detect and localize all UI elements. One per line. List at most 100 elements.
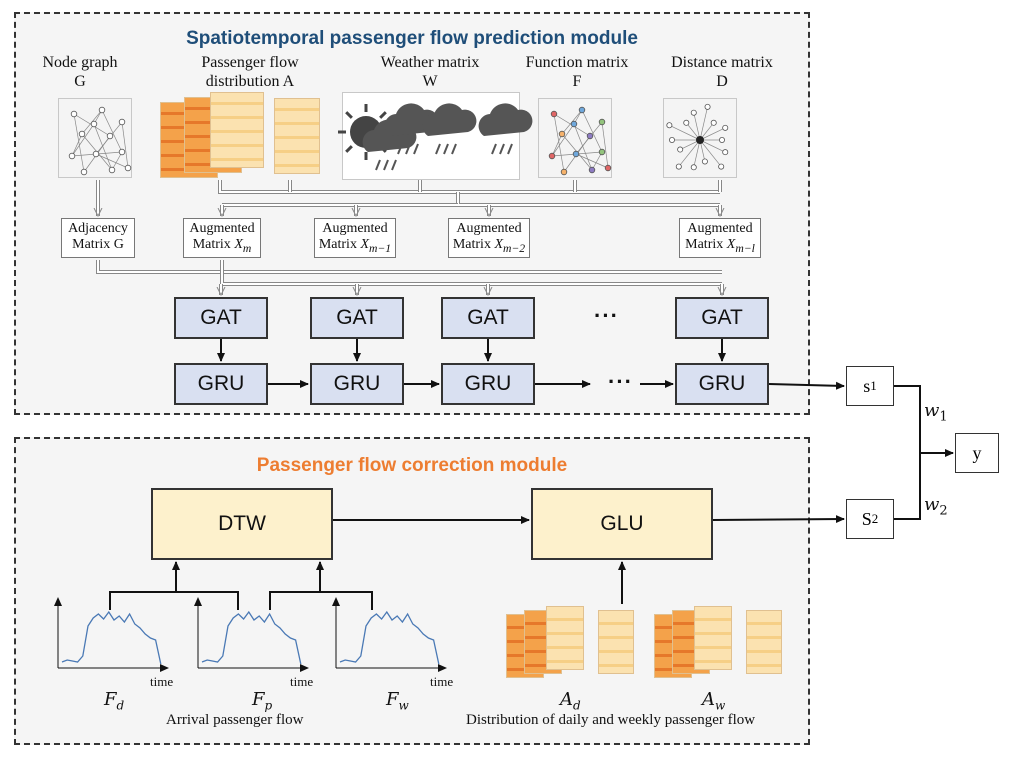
distance-node [677, 146, 684, 153]
weather-icon-rain [375, 159, 381, 171]
node-graph-node [92, 150, 100, 158]
distance-node [719, 136, 726, 143]
prediction-module-title: Spatiotemporal passenger flow prediction… [186, 28, 638, 49]
weather-icon-rain [391, 159, 397, 171]
distance-node [675, 163, 682, 170]
distance-node [690, 164, 697, 171]
node-graph-edge [121, 121, 129, 169]
glu-block: GLU [531, 488, 713, 560]
augmented-matrix-box: Augmented Matrix Xm−1 [314, 218, 396, 258]
series-bracket [269, 591, 373, 610]
node-graph-edge [71, 123, 95, 157]
weather-icon-rain [499, 143, 505, 155]
gat-block: GAT [441, 297, 535, 339]
node-graph-node [118, 148, 126, 156]
distance-edge [699, 106, 708, 141]
weather-icon-rain [383, 159, 389, 171]
weather-icon-rain [435, 143, 441, 155]
time-axis-label: time [290, 674, 314, 689]
function-matrix-edge [601, 121, 609, 169]
gru-block: GRU [675, 363, 769, 405]
gru-to-s1-arrow [768, 381, 845, 390]
w2-weight-label: w2 [924, 494, 948, 519]
function-matrix-edge [575, 153, 609, 169]
distance-node [666, 122, 673, 129]
node-graph-node [108, 166, 116, 174]
series-bracket [109, 591, 239, 610]
function-matrix-edge [553, 113, 565, 173]
distance-node [710, 119, 717, 126]
gat-block: GAT [310, 297, 404, 339]
function-matrix-node [598, 118, 606, 126]
node-graph-node [118, 118, 126, 126]
glu-to-s2-arrow [712, 515, 845, 524]
function-matrix-node [604, 164, 612, 172]
node-graph-label: Node graph G [42, 54, 118, 90]
distance-edge [669, 124, 701, 141]
node-graph-node [70, 110, 78, 118]
fw-series-curve [339, 610, 440, 665]
aw-distribution-label: Aw [702, 689, 726, 713]
augmented-matrix-box: Augmented Matrix Xm [183, 218, 261, 258]
weather-icon-cloud [422, 103, 477, 136]
prediction-module [14, 12, 810, 415]
passenger-flow-heatmaps [158, 92, 322, 182]
weather-icon-cloud [478, 103, 533, 136]
function-matrix-edge [551, 133, 563, 157]
time-axis-label: time [430, 674, 454, 689]
node-graph-node [124, 164, 132, 172]
function-matrix-node [586, 132, 594, 140]
distance-node [718, 163, 725, 170]
function-matrix-node [578, 106, 586, 114]
daily-distribution-heatmaps [506, 606, 634, 678]
node-graph-node [90, 120, 98, 128]
weather-icon-rain [443, 143, 449, 155]
weather-icon-ray [345, 111, 353, 119]
fp-series-curve [201, 610, 302, 665]
fw-series-label: Fw [386, 689, 409, 713]
correction-module-title: Passenger flow correction module [256, 455, 568, 476]
node-graph-node [80, 168, 88, 176]
function-matrix-edge [581, 109, 603, 153]
input-bus-connector [218, 180, 720, 194]
weather-icon-rain [405, 143, 411, 155]
distance-edge [678, 139, 701, 167]
function-matrix-node [572, 150, 580, 158]
weather-icon-rain [451, 143, 457, 155]
weather-icon-rain [397, 143, 403, 155]
gru-block: GRU [441, 363, 535, 405]
augmented-matrix-box: Augmented Matrix Xm−l [679, 218, 761, 258]
node-graph-edge [95, 153, 129, 169]
distance-edge [699, 139, 722, 167]
augmented-matrix-box: Augmented Matrix Xm−2 [448, 218, 530, 258]
function-matrix-node [560, 168, 568, 176]
ad-distribution-label: Ad [560, 689, 581, 713]
adjacency-bus-connector [97, 260, 722, 273]
node-graph-edge [101, 109, 123, 153]
distance-node [701, 158, 708, 165]
weekly-distribution-heatmaps [654, 606, 782, 678]
arrival-flow-caption: Arrival passenger flow [166, 712, 304, 728]
function-matrix-edge [591, 151, 603, 171]
function-matrix-edge [573, 123, 593, 171]
function-matrix-edge [551, 123, 575, 157]
fd-series-label: Fd [104, 689, 125, 713]
function-matrix-node [558, 130, 566, 138]
function-matrix-node [570, 120, 578, 128]
distance-node [683, 119, 690, 126]
gat-block: GAT [174, 297, 268, 339]
weather-icon-ray [345, 145, 353, 153]
distance-hub [696, 136, 704, 144]
y-output-box: y [955, 433, 999, 473]
weather-matrix-label: Weather matrix W [380, 54, 480, 90]
node-graph-edge [111, 151, 123, 171]
w1-weight-label: w1 [924, 400, 948, 425]
weather-icon-rain [413, 143, 419, 155]
distance-edge [699, 139, 726, 153]
weighted-merge-connector [894, 385, 921, 520]
distance-node [722, 124, 729, 131]
weather-icon-rain [507, 143, 513, 155]
function-matrix-node [588, 166, 596, 174]
